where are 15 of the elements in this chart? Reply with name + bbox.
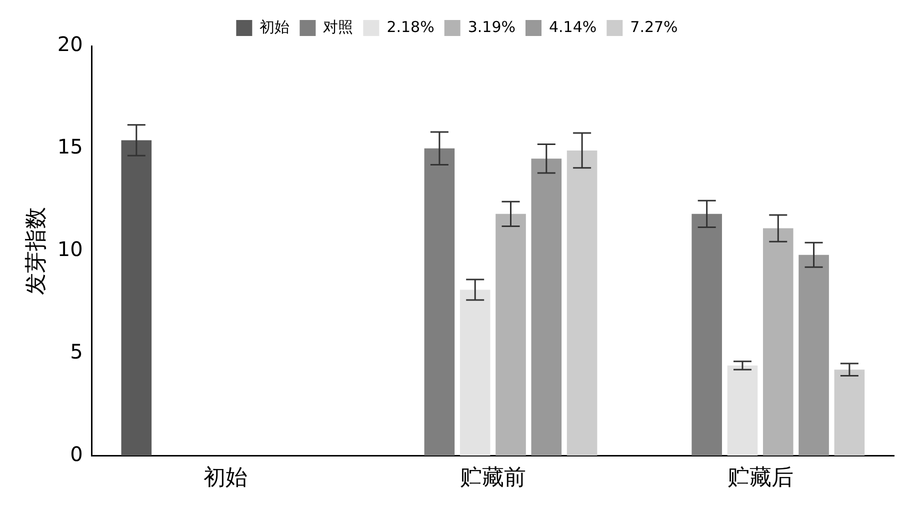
legend-label: 7.27% [630,18,678,36]
y-tick-label: 10 [57,237,83,262]
x-tick-label: 贮藏后 [727,466,794,491]
legend-label: 2.18% [386,18,434,36]
y-tick-label: 5 [70,339,83,364]
y-tick-label: 0 [70,442,83,466]
legend-label: 对照 [323,18,354,36]
legend-label: 3.19% [468,18,516,36]
legend-label: 初始 [260,18,290,36]
legend-label: 4.14% [549,18,597,36]
x-tick-label: 初始 [204,466,248,491]
y-tick-label: 20 [57,32,83,56]
y-axis-title: 发芽指数 [24,206,49,295]
x-tick-label: 贮藏前 [460,466,526,491]
y-tick-label: 15 [57,134,83,159]
